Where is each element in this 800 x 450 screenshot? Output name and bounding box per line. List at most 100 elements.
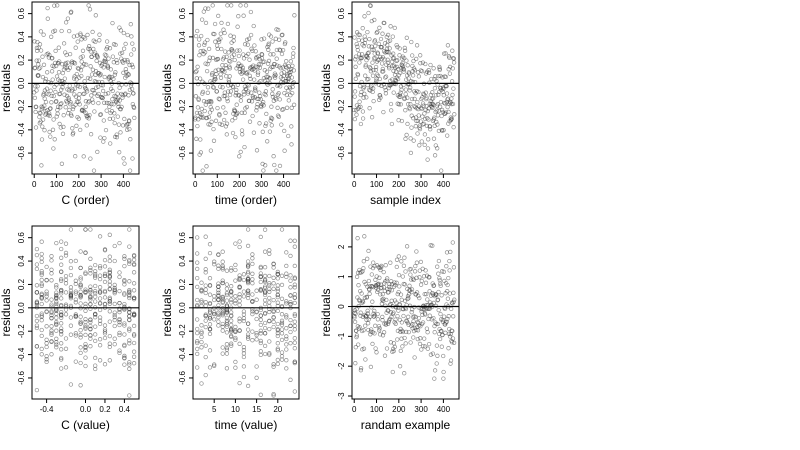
data-point bbox=[423, 307, 428, 312]
data-point bbox=[225, 96, 230, 101]
data-point bbox=[203, 290, 208, 296]
data-point bbox=[404, 77, 409, 82]
data-point bbox=[122, 353, 127, 359]
data-point bbox=[371, 67, 376, 73]
data-point bbox=[245, 82, 250, 87]
data-point bbox=[439, 113, 444, 119]
data-point bbox=[450, 328, 455, 334]
data-point bbox=[385, 32, 391, 38]
data-point bbox=[391, 51, 396, 56]
data-point bbox=[73, 45, 78, 50]
data-point bbox=[358, 313, 363, 318]
data-point bbox=[363, 62, 368, 68]
data-point bbox=[102, 74, 107, 80]
data-point bbox=[422, 142, 427, 148]
data-point bbox=[79, 37, 84, 42]
data-point bbox=[421, 103, 426, 108]
x-tick-label: 100 bbox=[370, 405, 384, 414]
data-point bbox=[237, 328, 242, 333]
data-point bbox=[435, 297, 441, 302]
data-point bbox=[241, 345, 247, 350]
data-point bbox=[58, 105, 63, 110]
data-point bbox=[102, 264, 108, 269]
data-point bbox=[407, 106, 413, 112]
data-point bbox=[115, 91, 120, 96]
data-point bbox=[209, 107, 214, 112]
data-point bbox=[122, 282, 127, 287]
data-point bbox=[366, 44, 372, 49]
data-point bbox=[87, 7, 93, 12]
data-point bbox=[254, 364, 259, 369]
data-point bbox=[203, 324, 208, 330]
data-point bbox=[360, 116, 366, 121]
data-point bbox=[434, 108, 439, 113]
data-point bbox=[218, 31, 223, 36]
data-point bbox=[114, 58, 119, 63]
data-point bbox=[360, 269, 365, 274]
data-point bbox=[381, 69, 386, 74]
data-point bbox=[60, 70, 65, 76]
data-point bbox=[54, 82, 59, 87]
data-point bbox=[428, 127, 433, 132]
data-point bbox=[292, 13, 297, 18]
data-point bbox=[245, 69, 250, 75]
data-point bbox=[230, 118, 235, 123]
data-point bbox=[54, 320, 59, 325]
data-point bbox=[59, 276, 64, 282]
data-point bbox=[410, 53, 415, 58]
data-point bbox=[439, 168, 444, 173]
data-point bbox=[127, 244, 132, 249]
data-point bbox=[392, 25, 397, 31]
data-point bbox=[44, 354, 49, 359]
y-tick-label: -0.4 bbox=[337, 122, 346, 136]
data-point bbox=[353, 54, 359, 59]
data-point bbox=[107, 309, 112, 314]
data-point bbox=[78, 332, 83, 338]
data-point bbox=[355, 72, 361, 78]
data-point bbox=[292, 340, 297, 345]
data-point bbox=[101, 139, 106, 144]
data-point bbox=[240, 70, 245, 75]
data-point bbox=[357, 99, 362, 104]
data-point bbox=[122, 323, 127, 328]
data-point bbox=[267, 286, 272, 292]
data-point bbox=[271, 324, 276, 330]
data-point bbox=[377, 275, 382, 280]
data-point bbox=[271, 314, 276, 320]
data-point bbox=[128, 137, 133, 142]
data-point bbox=[122, 278, 127, 283]
y-tick-label: 0.4 bbox=[178, 255, 187, 267]
data-point bbox=[257, 121, 262, 126]
data-point bbox=[420, 95, 425, 100]
data-point bbox=[389, 108, 394, 113]
data-point bbox=[195, 235, 200, 240]
data-point bbox=[93, 262, 98, 268]
data-point bbox=[360, 299, 366, 305]
data-point bbox=[93, 324, 98, 329]
data-point bbox=[369, 272, 374, 277]
x-axis-title: randam example bbox=[361, 418, 451, 432]
data-point bbox=[112, 243, 117, 249]
data-point bbox=[398, 348, 403, 354]
data-point bbox=[418, 119, 423, 124]
data-point bbox=[73, 333, 78, 338]
data-point bbox=[352, 35, 357, 40]
y-tick-label: -0.2 bbox=[17, 324, 26, 338]
data-point bbox=[375, 317, 381, 322]
data-point bbox=[404, 132, 409, 138]
data-point bbox=[49, 267, 54, 272]
data-point bbox=[292, 244, 297, 249]
data-point bbox=[262, 249, 268, 254]
data-point bbox=[247, 119, 253, 124]
data-point bbox=[447, 334, 453, 339]
data-point bbox=[199, 381, 204, 386]
data-point bbox=[245, 295, 251, 301]
data-point bbox=[246, 51, 251, 57]
data-point bbox=[375, 51, 381, 56]
data-point bbox=[102, 100, 107, 105]
data-point bbox=[416, 74, 422, 79]
data-point bbox=[231, 34, 237, 39]
data-point bbox=[262, 311, 268, 316]
data-point bbox=[412, 96, 417, 102]
data-point bbox=[393, 321, 398, 326]
